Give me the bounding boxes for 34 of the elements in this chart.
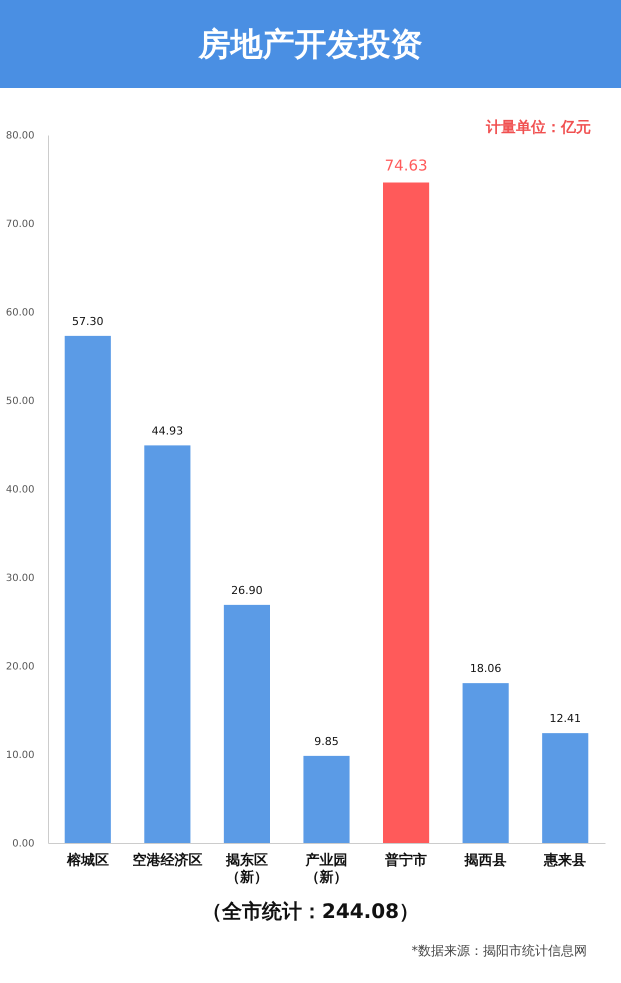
data-label: 18.06 xyxy=(470,662,502,676)
x-tick-label: 榕城区 xyxy=(66,852,109,868)
data-label: 12.41 xyxy=(549,712,581,726)
data-label: 44.93 xyxy=(152,424,184,438)
y-tick-label: 30.00 xyxy=(6,573,34,584)
bar xyxy=(382,182,430,843)
data-label: 57.30 xyxy=(72,314,104,328)
y-tick-label: 10.00 xyxy=(6,750,34,761)
bar xyxy=(303,756,350,843)
x-tick-label: 揭西县 xyxy=(464,852,507,868)
x-tick-label: 空港经济区 xyxy=(132,852,202,868)
x-tick-label: 揭东区（新） xyxy=(224,852,268,886)
y-tick-label: 50.00 xyxy=(6,396,34,407)
x-tick-label: 惠来县 xyxy=(543,852,586,868)
annotation: 计量单位：亿元 xyxy=(486,118,591,137)
x-tick-label: 普宁市 xyxy=(384,852,428,868)
y-tick-label: 60.00 xyxy=(6,308,34,318)
data-label: 9.85 xyxy=(314,734,339,748)
bar xyxy=(64,336,111,843)
y-tick-label: 0.00 xyxy=(12,838,34,850)
text: （全市统计：244.08） xyxy=(200,898,420,925)
text: *数据来源：揭阳市统计信息网 xyxy=(412,943,587,960)
x-tick-label: 产业园（新） xyxy=(304,852,348,886)
bar xyxy=(224,604,270,843)
y-tick-label: 20.00 xyxy=(6,662,34,672)
data-label: 74.63 xyxy=(384,156,428,175)
y-tick-label: 80.00 xyxy=(6,130,34,142)
bar xyxy=(144,445,190,843)
bar xyxy=(462,683,509,843)
y-tick-label: 40.00 xyxy=(6,484,34,496)
y-tick-label: 70.00 xyxy=(6,219,34,230)
chart-title: 房地产开发投资 xyxy=(0,0,621,88)
bar xyxy=(542,733,588,843)
data-label: 26.90 xyxy=(231,584,263,597)
